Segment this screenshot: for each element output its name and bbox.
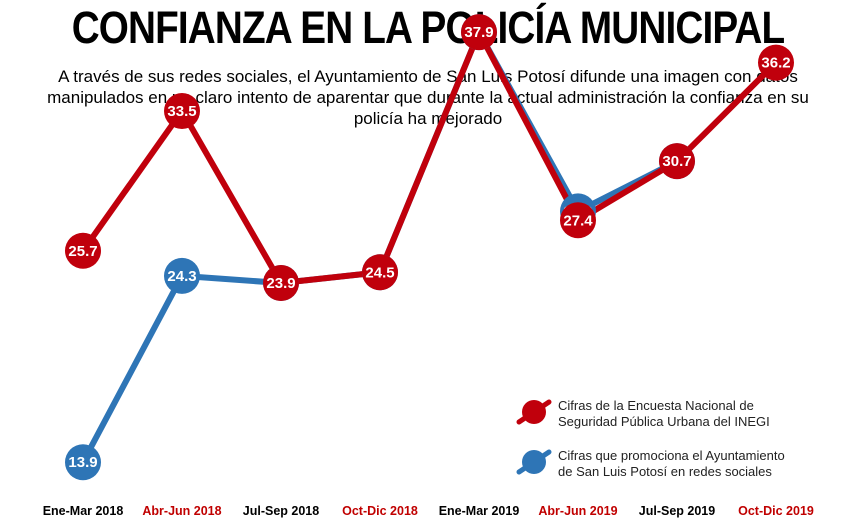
x-tick-label: Oct-Dic 2018 [342, 504, 418, 518]
chart-subtitle: A través de sus redes sociales, el Ayunt… [47, 67, 809, 128]
legend-marker [522, 450, 546, 474]
data-marker [164, 92, 200, 129]
legend-label: Cifras que promociona el Ayuntamiento [558, 448, 785, 463]
legend-item-red: Cifras de la Encuesta Nacional deSegurid… [516, 398, 770, 429]
x-tick-label: Ene-Mar 2019 [439, 504, 520, 518]
legend-marker [522, 400, 546, 424]
legend-label: Seguridad Pública Urbana del INEGI [558, 414, 770, 429]
data-point-red: 37.9 [461, 14, 497, 51]
data-marker [362, 254, 398, 291]
legend: Cifras de la Encuesta Nacional deSegurid… [516, 398, 785, 479]
series-points: 13.924.323.924.537.927.930.725.733.523.9… [65, 14, 794, 481]
data-point-red: 23.9 [263, 265, 299, 302]
x-tick-label: Abr-Jun 2019 [538, 504, 617, 518]
data-point-red: 33.5 [164, 92, 200, 129]
x-axis-ticks: Ene-Mar 2018 Abr-Jun 2018 Jul-Sep 2018 Oct-… [43, 504, 814, 518]
series-line-red [80, 29, 779, 287]
legend-label: de San Luis Potosí en redes sociales [558, 464, 772, 479]
data-label: 25.7 [68, 243, 97, 260]
data-label: 24.5 [365, 264, 394, 281]
data-point-red: 25.7 [65, 232, 101, 269]
data-point-red: 24.5 [362, 254, 398, 291]
x-tick-label: Abr-Jun 2018 [142, 504, 221, 518]
x-tick-label: Ene-Mar 2018 [43, 504, 124, 518]
data-marker [461, 14, 497, 51]
x-tick-label: Jul-Sep 2018 [243, 504, 319, 518]
chart-title: CONFIANZA EN LA POLICÍA MUNICIPAL [71, 2, 785, 53]
data-label: 23.9 [266, 275, 295, 292]
data-marker [65, 444, 101, 481]
data-label: 24.3 [167, 268, 196, 285]
data-marker [263, 265, 299, 302]
data-label: 27.4 [563, 212, 593, 229]
data-marker [659, 143, 695, 180]
x-tick-label: Oct-Dic 2019 [738, 504, 814, 518]
data-point-blue: 13.9 [65, 444, 101, 481]
data-marker [758, 44, 794, 81]
data-label: 33.5 [167, 103, 196, 120]
data-point-red: 36.2 [758, 44, 794, 81]
data-marker [560, 202, 596, 239]
x-tick-label: Jul-Sep 2019 [639, 504, 715, 518]
data-marker [65, 232, 101, 269]
data-point-red: 30.7 [659, 143, 695, 180]
data-label: 13.9 [68, 454, 97, 471]
data-point-blue: 24.3 [164, 257, 200, 294]
legend-label: Cifras de la Encuesta Nacional de [558, 398, 754, 413]
data-marker [164, 257, 200, 294]
data-label: 37.9 [464, 24, 493, 41]
legend-item-blue: Cifras que promociona el Ayuntamientode … [516, 448, 785, 479]
data-label: 30.7 [662, 153, 691, 170]
data-point-red: 27.4 [560, 202, 596, 239]
data-label: 36.2 [761, 55, 790, 72]
